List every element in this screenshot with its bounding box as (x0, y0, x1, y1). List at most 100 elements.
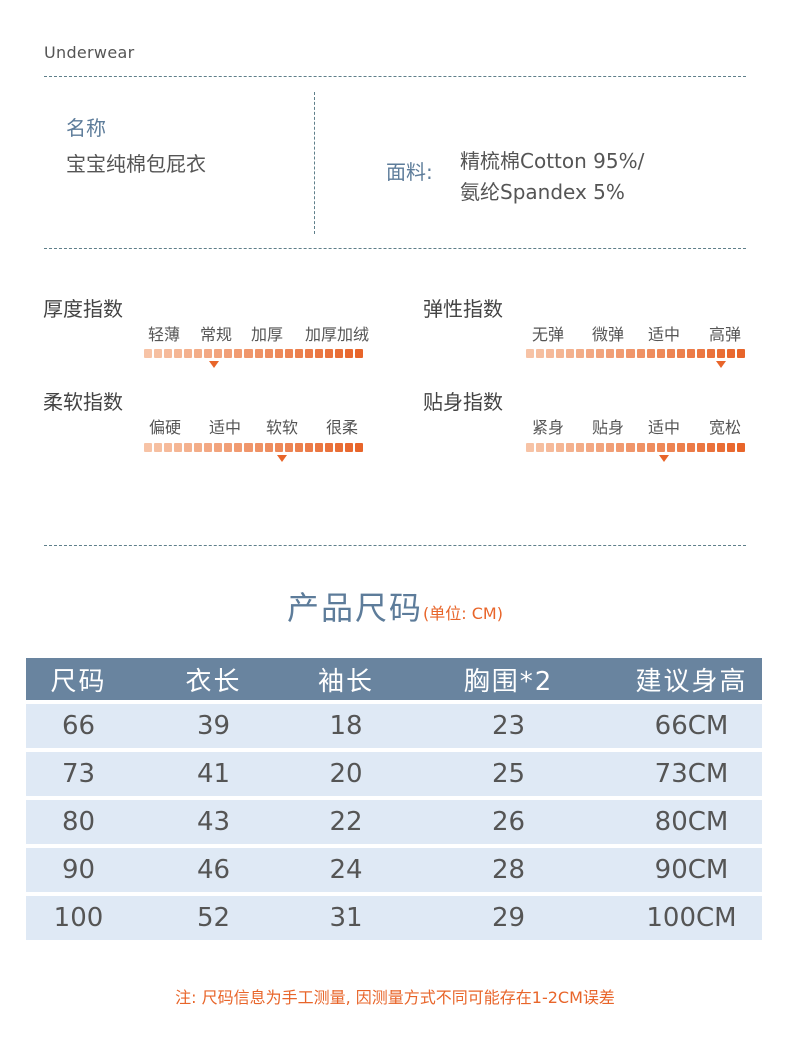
bar-segment (566, 349, 575, 358)
bar-segment (154, 443, 163, 452)
bar-segment (344, 443, 353, 452)
table-cell: 39 (196, 711, 231, 741)
index-level: 适中 (647, 325, 681, 344)
measurement-note: 注: 尺码信息为手工测量, 因测量方式不同可能存在1-2CM误差 (175, 988, 615, 1007)
bar-segment (696, 349, 705, 358)
index-title: 弹性指数 (423, 297, 503, 321)
table-cell: 23 (491, 711, 526, 741)
table-row: 90 46 24 28 90CM (26, 848, 762, 892)
table-cell: 41 (196, 759, 231, 789)
table-cell: 24 (329, 855, 363, 885)
bar-segment (184, 349, 193, 358)
bar-segment (636, 349, 645, 358)
bar-segment (536, 349, 545, 358)
bar-segment (144, 443, 153, 452)
size-chart-unit: (单位: CM) (423, 604, 503, 623)
bar-segment (344, 349, 353, 358)
table-cell: 29 (491, 903, 526, 933)
bar-segment (626, 443, 635, 452)
index-marker (658, 455, 669, 462)
bar-segment (686, 443, 695, 452)
index-level: 无弹 (531, 325, 565, 344)
table-row: 73 41 20 25 73CM (26, 752, 762, 796)
index-title: 厚度指数 (43, 297, 123, 321)
table-cell: 100 (53, 903, 104, 933)
index-level: 很柔 (325, 418, 359, 437)
bar-segment (696, 443, 705, 452)
bar-segment (736, 349, 746, 358)
table-cell: 73 (61, 759, 96, 789)
index-bar (526, 349, 746, 358)
bar-segment (294, 443, 303, 452)
bar-segment (154, 349, 163, 358)
index-bar (526, 443, 746, 452)
table-cell: 66 (61, 711, 96, 741)
bar-segment (274, 349, 283, 358)
bar-segment (556, 349, 565, 358)
bar-segment (716, 443, 725, 452)
bar-segment (736, 443, 746, 452)
header-cell-sleeve: 袖长 (317, 666, 374, 697)
divider-bottom (44, 545, 746, 546)
size-table: 尺码 衣长 袖长 胸围*2 建议身高 66 39 18 23 66CM 73 4… (26, 658, 762, 944)
header-cell-chest: 胸围*2 (463, 666, 554, 697)
bar-segment (254, 349, 263, 358)
index-level: 软软 (265, 418, 299, 437)
bar-segment (576, 443, 585, 452)
table-row: 66 39 18 23 66CM (26, 704, 762, 748)
bar-segment (234, 349, 243, 358)
size-chart-title: 产品尺码 (287, 589, 424, 627)
bar-segment (666, 443, 675, 452)
bar-segment (174, 349, 183, 358)
bar-segment (184, 443, 193, 452)
index-marker (209, 361, 220, 368)
product-name-label: 名称 (66, 116, 106, 140)
bar-segment (686, 349, 695, 358)
table-cell: 66CM (654, 711, 729, 741)
table-row: 100 52 31 29 100CM (26, 896, 762, 940)
table-cell: 43 (196, 807, 231, 837)
bar-segment (546, 349, 555, 358)
index-level: 微弹 (591, 325, 625, 344)
material-label: 面料: (386, 160, 433, 184)
index-title: 贴身指数 (423, 390, 503, 414)
bar-segment (214, 443, 223, 452)
index-level: 轻薄 (147, 325, 181, 344)
bar-segment (596, 349, 605, 358)
bar-segment (536, 443, 545, 452)
bar-segment (586, 349, 595, 358)
bar-segment (204, 443, 213, 452)
bar-segment (616, 443, 625, 452)
bar-segment (656, 443, 665, 452)
bar-segment (274, 443, 283, 452)
index-title: 柔软指数 (43, 390, 123, 414)
bar-segment (204, 349, 213, 358)
table-cell: 90 (61, 855, 96, 885)
header-cell-size: 尺码 (50, 666, 107, 697)
bar-segment (324, 443, 333, 452)
divider-top (44, 76, 746, 77)
bar-segment (304, 443, 313, 452)
index-level: 高弹 (708, 325, 742, 344)
size-chart-heading: 产品尺码(单位: CM) (0, 583, 790, 629)
bar-segment (304, 349, 313, 358)
index-marker (276, 455, 287, 462)
product-name-value: 宝宝纯棉包屁衣 (66, 152, 206, 176)
bar-segment (334, 349, 343, 358)
index-bar (144, 443, 364, 452)
bar-segment (314, 443, 323, 452)
bar-segment (546, 443, 555, 452)
material-line-1: 精梳棉Cotton 95%/ (460, 149, 645, 173)
bar-segment (284, 349, 293, 358)
index-marker (715, 361, 726, 368)
table-row: 80 43 22 26 80CM (26, 800, 762, 844)
table-cell: 80CM (654, 807, 729, 837)
bar-segment (324, 349, 333, 358)
index-level: 偏硬 (148, 418, 182, 437)
table-cell: 28 (491, 855, 526, 885)
material-value: 精梳棉Cotton 95%/ 氨纶Spandex 5% (460, 146, 644, 208)
bar-segment (294, 349, 303, 358)
bar-segment (646, 443, 655, 452)
bar-segment (606, 349, 615, 358)
bar-segment (264, 443, 273, 452)
